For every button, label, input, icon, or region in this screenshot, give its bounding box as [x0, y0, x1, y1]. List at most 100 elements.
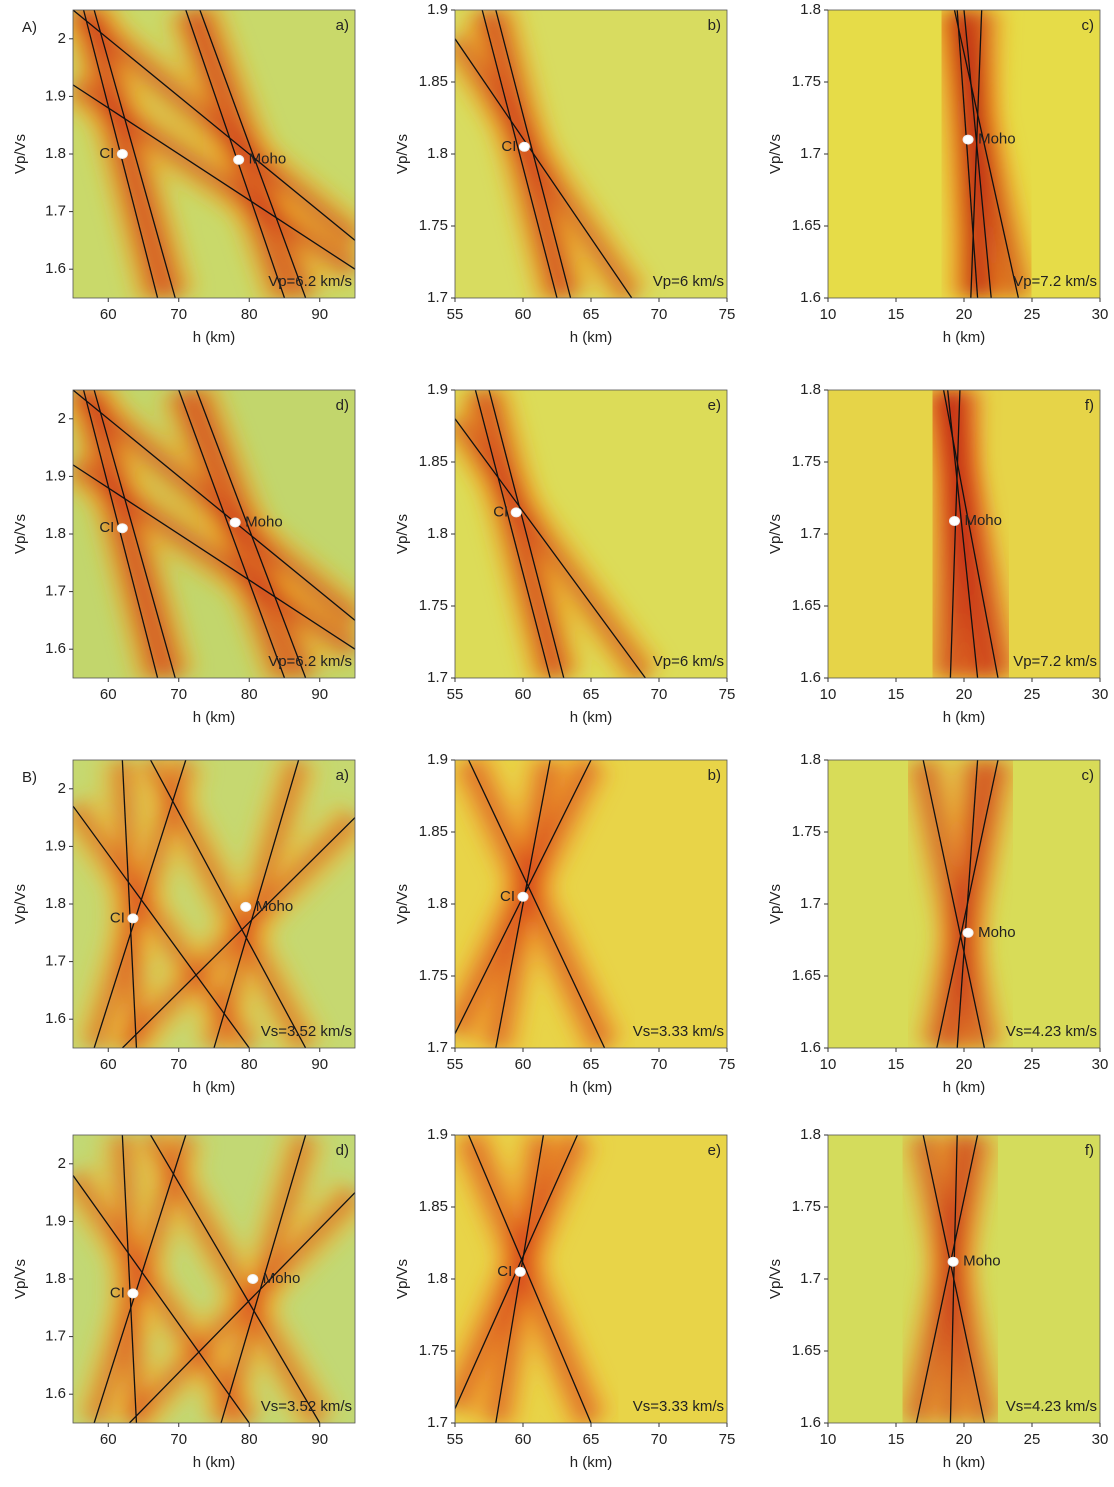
heatmap: [73, 760, 355, 1048]
group-label: A): [22, 19, 37, 36]
y-tick-label: 1.8: [800, 1, 821, 18]
y-tick-label: 1.8: [45, 895, 66, 912]
y-tick-label: 1.7: [427, 1414, 448, 1431]
moveout-curve: [128, 1192, 355, 1423]
heatmap: [828, 10, 1100, 298]
x-tick-label: 65: [583, 1056, 600, 1073]
x-tick-label: 10: [820, 1431, 837, 1448]
y-tick-label: 1.7: [427, 289, 448, 306]
x-tick-label: 15: [888, 686, 905, 703]
y-tick-label: 1.8: [427, 525, 448, 542]
panel: 10 15 20 25 30 1.6 1.65 1.7 1.75 1.8 h (km) Vp/Vs f)…: [767, 1126, 1108, 1471]
y-tick-label: 1.6: [800, 1414, 821, 1431]
x-tick-label: 10: [820, 686, 837, 703]
x-tick-label: 90: [311, 686, 328, 703]
y-tick-label: 1.8: [800, 1126, 821, 1143]
group-label: B): [22, 769, 37, 786]
x-axis-label: h (km): [193, 1079, 236, 1096]
panel: 60 70 80 90 1.6 1.7 1.8 1.9 2 h (km) Vp/Vs a) Vs=3.5…: [12, 759, 356, 1096]
y-tick-label: 1.8: [800, 381, 821, 398]
solution-point: [948, 516, 960, 527]
y-tick-label: 1.7: [427, 669, 448, 686]
x-tick-label: 60: [100, 686, 117, 703]
y-tick-label: 1.6: [45, 1010, 66, 1027]
solution-point: [127, 913, 139, 924]
heatmap: [828, 1135, 1100, 1423]
y-tick-label: 1.6: [45, 260, 66, 277]
heatmap: [73, 1135, 355, 1423]
x-tick-label: 55: [447, 306, 464, 323]
y-tick-label: 1.7: [45, 1328, 66, 1345]
y-tick-label: 1.8: [45, 525, 66, 542]
x-tick-label: 70: [170, 306, 187, 323]
y-tick-label: 1.8: [427, 895, 448, 912]
heatmap: [455, 390, 727, 678]
y-tick-label: 1.6: [800, 289, 821, 306]
x-tick-label: 70: [170, 1056, 187, 1073]
solution-point: [514, 1266, 526, 1277]
y-tick-label: 1.75: [792, 823, 821, 840]
moveout-curve: [942, 390, 999, 678]
moveout-curve: [73, 805, 250, 1048]
solution-point: [947, 1256, 959, 1267]
x-tick-label: 20: [956, 306, 973, 323]
x-axis-label: h (km): [943, 709, 986, 726]
y-tick-label: 1.8: [427, 145, 448, 162]
x-tick-label: 20: [956, 686, 973, 703]
y-tick-label: 1.9: [427, 751, 448, 768]
y-tick-label: 1.75: [419, 217, 448, 234]
annotation: Vp=6.2 km/s: [268, 273, 352, 290]
y-tick-label: 1.65: [792, 217, 821, 234]
heatmap: [828, 760, 1100, 1048]
point-label: Moho: [964, 512, 1002, 529]
x-tick-label: 15: [888, 1056, 905, 1073]
x-tick-label: 30: [1092, 1056, 1109, 1073]
x-tick-label: 60: [100, 1431, 117, 1448]
point-label: Moho: [963, 1253, 1001, 1270]
y-tick-label: 1.75: [792, 1198, 821, 1215]
heatmap: [73, 10, 355, 298]
x-tick-label: 10: [820, 306, 837, 323]
moveout-curve: [149, 1135, 321, 1423]
annotation: Vp=6 km/s: [653, 653, 724, 670]
x-axis-label: h (km): [943, 1079, 986, 1096]
annotation: Vs=4.23 km/s: [1006, 1398, 1097, 1415]
solution-point: [518, 141, 530, 152]
annotation: Vs=3.33 km/s: [633, 1398, 724, 1415]
solution-point: [233, 154, 245, 165]
x-tick-label: 15: [888, 306, 905, 323]
x-tick-label: 10: [820, 1056, 837, 1073]
x-tick-label: 15: [888, 1431, 905, 1448]
panel-letter: d): [336, 397, 349, 414]
x-tick-label: 70: [651, 1056, 668, 1073]
x-tick-label: 75: [719, 1056, 736, 1073]
moveout-curve: [915, 1135, 979, 1423]
y-axis-label: Vp/Vs: [394, 884, 411, 924]
point-label: CI: [99, 145, 114, 162]
point-label: Moho: [978, 924, 1016, 941]
moveout-curve: [178, 390, 286, 678]
y-tick-label: 1.8: [45, 145, 66, 162]
heatmap: [73, 390, 355, 678]
y-tick-label: 1.75: [419, 967, 448, 984]
x-tick-label: 90: [311, 1431, 328, 1448]
x-tick-label: 55: [447, 1431, 464, 1448]
solution-point: [962, 927, 974, 938]
y-tick-label: 1.85: [419, 823, 448, 840]
point-label: CI: [99, 519, 114, 536]
x-tick-label: 80: [241, 1431, 258, 1448]
y-axis-label: Vp/Vs: [767, 134, 784, 174]
annotation: Vs=3.52 km/s: [261, 1023, 352, 1040]
x-tick-label: 75: [719, 1431, 736, 1448]
panel: 10 15 20 25 30 1.6 1.65 1.7 1.75 1.8 h (km) Vp/Vs c)…: [767, 1, 1108, 346]
solution-point: [962, 134, 974, 145]
x-tick-label: 20: [956, 1431, 973, 1448]
x-axis-label: h (km): [193, 1454, 236, 1471]
y-tick-label: 1.85: [419, 1198, 448, 1215]
x-axis-label: h (km): [193, 329, 236, 346]
panel-letter: e): [708, 397, 721, 414]
moveout-curve: [474, 390, 551, 678]
moveout-curve: [73, 390, 355, 621]
solution-point: [116, 149, 128, 159]
